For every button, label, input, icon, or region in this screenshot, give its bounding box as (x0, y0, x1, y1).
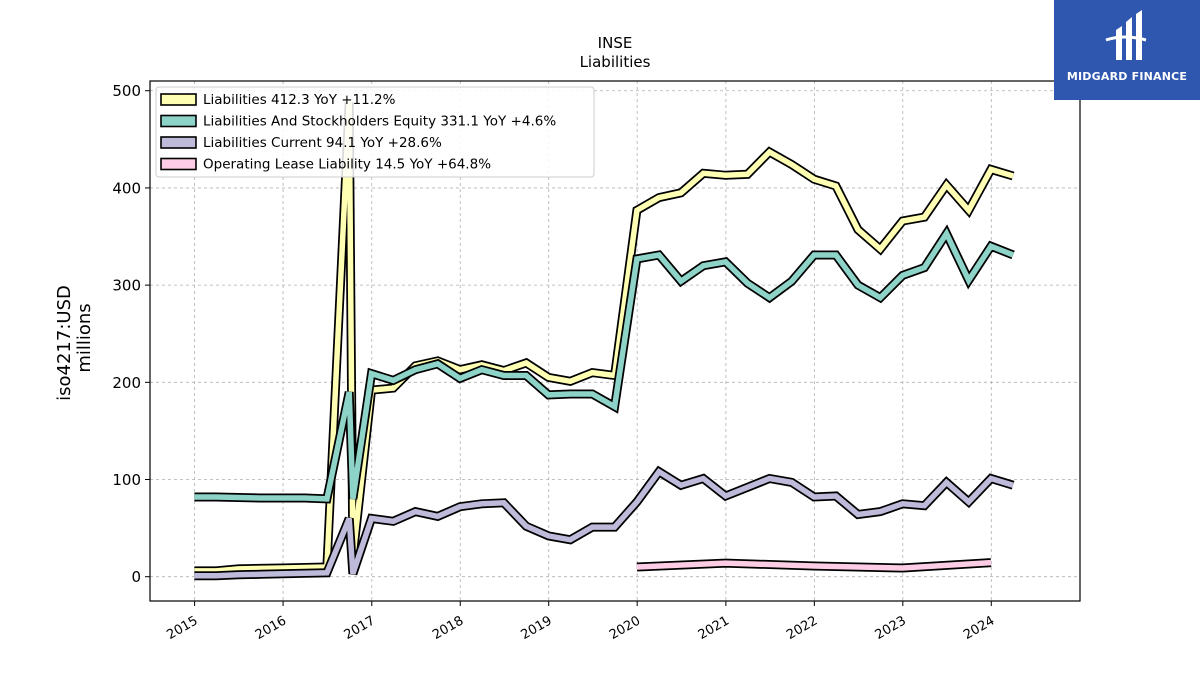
y-axis-label: iso4217:USD (54, 285, 75, 401)
x-tick-label: 2015 (164, 613, 200, 643)
legend-label: Liabilities And Stockholders Equity 331.… (203, 114, 556, 130)
series-line (636, 559, 992, 571)
y-axis-label-units: millions (74, 303, 95, 372)
x-tick-label: 2021 (696, 613, 732, 643)
x-tick-label: 2024 (961, 613, 997, 643)
legend-box (155, 86, 595, 178)
legend-swatch (160, 114, 197, 128)
y-tick-label: 100 (112, 471, 141, 489)
y-tick-label: 200 (112, 374, 141, 392)
legend-swatch (160, 136, 197, 149)
chart-subtitle: Liabilities (580, 53, 651, 71)
legend-swatch (160, 93, 197, 106)
y-tick-label: 400 (112, 179, 141, 197)
series-line (194, 227, 1015, 502)
chart-title: INSE (598, 34, 633, 52)
legend-label: Liabilities 412.3 YoY +11.2% (203, 92, 396, 108)
x-tick-label: 2016 (253, 613, 289, 643)
brand-logo: MIDGARD FINANCE (1054, 0, 1200, 100)
legend-swatch (160, 157, 197, 171)
legend-label: Liabilities Current 94.1 YoY +28.6% (203, 135, 442, 151)
series-line-outline (194, 465, 1015, 581)
logo-mark-icon (1105, 10, 1147, 60)
series-line (194, 468, 1014, 579)
x-tick-label: 2018 (430, 613, 466, 643)
x-tick-label: 2022 (784, 613, 820, 643)
legend: Liabilities 412.3 YoY +11.2% Liabilities … (155, 86, 595, 178)
plot-frame (149, 80, 1081, 602)
x-tick-label: 2019 (519, 613, 555, 643)
y-tick-label: 500 (112, 82, 141, 100)
x-tick-label: 2020 (607, 613, 643, 643)
x-tick-label: 2023 (873, 613, 909, 643)
series-layer (194, 102, 1015, 581)
series-line-outline (194, 224, 1015, 504)
legend-label: Operating Lease Liability 14.5 YoY +64.8… (203, 157, 491, 173)
series-line (194, 102, 1014, 574)
x-tick-label: 2017 (342, 613, 378, 643)
y-tick-label: 300 (112, 277, 141, 295)
logo-text: MIDGARD FINANCE (1066, 70, 1188, 83)
y-tick-label: 0 (131, 568, 141, 586)
